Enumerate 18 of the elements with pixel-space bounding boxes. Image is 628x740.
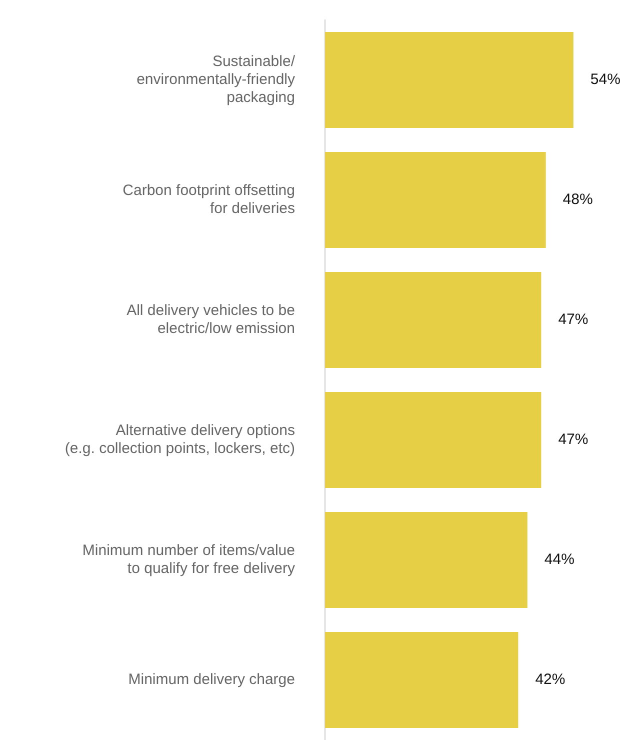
y-tick-label: Minimum number of items/value to qualify for free delivery	[82, 542, 296, 578]
y-tick-label: Alternative delivery options (e.g. collection points, lockers, etc)	[64, 422, 295, 458]
y-tick-label: Sustainable/ environmentally-friendly packaging	[136, 53, 296, 106]
y-tick-label: Minimum delivery charge	[128, 671, 295, 688]
bar	[325, 32, 574, 128]
bar	[325, 392, 542, 488]
bar	[325, 152, 546, 248]
data-label: 48%	[562, 191, 593, 208]
bar	[325, 272, 542, 368]
data-label: 47%	[558, 431, 588, 448]
bar	[325, 632, 518, 728]
data-label: 54%	[590, 71, 620, 88]
data-label: 47%	[558, 311, 588, 328]
bar	[325, 512, 528, 608]
y-tick-label: Carbon footprint offsetting for deliveries	[122, 182, 295, 218]
y-tick-label: All delivery vehicles to be electric/low emission	[126, 302, 295, 338]
data-label: 42%	[535, 671, 566, 688]
data-label: 44%	[544, 551, 574, 568]
